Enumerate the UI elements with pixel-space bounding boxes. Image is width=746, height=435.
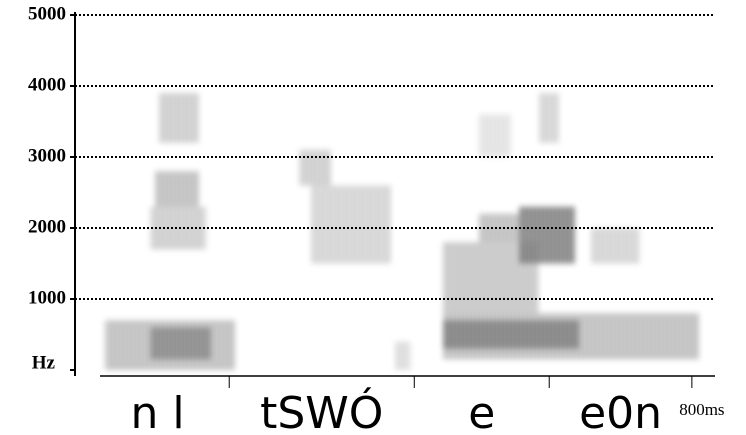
y-tick-label: 4000 bbox=[28, 74, 66, 95]
energy-region bbox=[310, 185, 391, 264]
spectrogram-energy bbox=[105, 93, 700, 370]
phone-label: e0n bbox=[579, 388, 662, 435]
y-tick-label: 1000 bbox=[28, 287, 66, 308]
phone-label: n l bbox=[130, 388, 184, 435]
y-tick-label: 2000 bbox=[28, 216, 66, 237]
energy-region bbox=[539, 93, 561, 143]
energy-region bbox=[442, 320, 581, 349]
phone-label: e bbox=[468, 388, 495, 435]
energy-region bbox=[590, 228, 641, 264]
y-tick-label: Hz bbox=[32, 352, 56, 373]
energy-region bbox=[395, 341, 410, 370]
energy-region bbox=[479, 114, 510, 157]
energy-region bbox=[159, 93, 200, 143]
y-tick-label: 5000 bbox=[28, 3, 66, 24]
energy-region bbox=[155, 171, 200, 207]
phone-label: tSWÓ bbox=[260, 386, 383, 435]
energy-region bbox=[149, 327, 210, 360]
energy-region bbox=[300, 149, 331, 186]
y-tick-label: 3000 bbox=[28, 145, 66, 166]
x-tick-label: 800ms bbox=[679, 400, 724, 419]
energy-region bbox=[519, 206, 575, 264]
